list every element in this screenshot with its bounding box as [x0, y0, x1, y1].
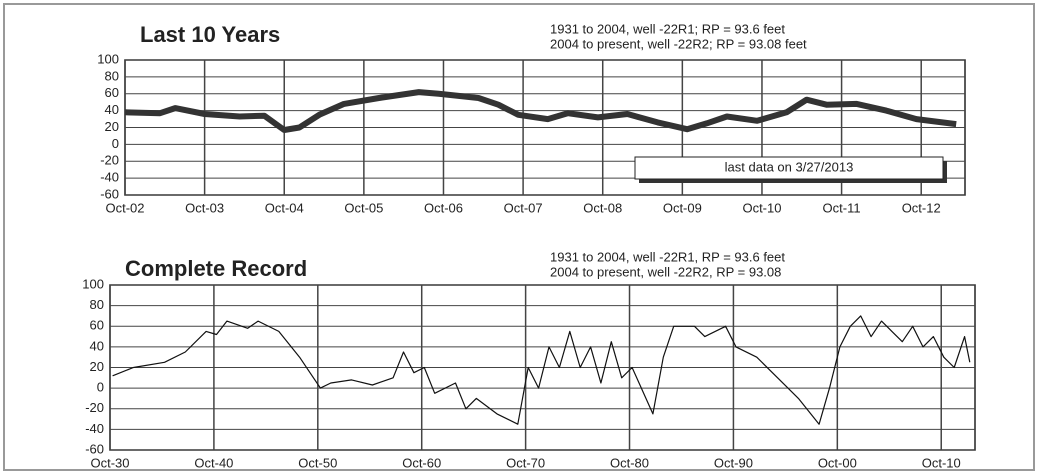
chart-title: Complete Record [125, 256, 307, 281]
y-tick-label: 20 [105, 119, 119, 134]
note-box [634, 156, 944, 180]
y-tick-label: 60 [105, 85, 119, 100]
x-tick-label: Oct-06 [424, 200, 463, 215]
boxed-note: last data on 3/27/2013 [725, 159, 854, 174]
x-tick-label: Oct-10 [922, 455, 961, 470]
x-tick-label: Oct-90 [714, 455, 753, 470]
x-tick-label: Oct-03 [185, 200, 224, 215]
x-tick-label: Oct-30 [90, 455, 129, 470]
x-tick-label: Oct-00 [818, 455, 857, 470]
y-tick-label: -60 [100, 186, 119, 201]
data-line [112, 315, 971, 425]
annotation: 2004 to present, well -22R2, RP = 93.08 [550, 264, 781, 279]
y-tick-label: -60 [85, 441, 104, 456]
x-tick-label: Oct-05 [344, 200, 383, 215]
y-tick-label: -40 [85, 421, 104, 436]
x-tick-label: Oct-50 [298, 455, 337, 470]
y-tick-label: 60 [90, 318, 104, 333]
x-tick-label: Oct-40 [194, 455, 233, 470]
y-tick-label: 100 [97, 51, 119, 66]
annotation: 2004 to present, well -22R2; RP = 93.08 … [550, 36, 807, 51]
y-tick-label: 40 [105, 102, 119, 117]
y-tick-label: -20 [100, 153, 119, 168]
y-tick-label: 20 [90, 359, 104, 374]
data-line [124, 89, 957, 133]
y-tick-label: -20 [85, 400, 104, 415]
x-tick-label: Oct-70 [506, 455, 545, 470]
x-tick-label: Oct-12 [902, 200, 941, 215]
y-tick-label: 0 [97, 380, 104, 395]
x-tick-label: Oct-09 [663, 200, 702, 215]
annotation: 1931 to 2004, well -22R1, RP = 93.6 feet [550, 249, 785, 264]
x-tick-label: Oct-08 [583, 200, 622, 215]
chart-title: Last 10 Years [140, 22, 280, 47]
x-tick-label: Oct-60 [402, 455, 441, 470]
y-tick-label: 80 [90, 297, 104, 312]
y-tick-label: 80 [105, 68, 119, 83]
x-tick-label: Oct-11 [823, 200, 861, 215]
y-tick-label: -40 [100, 170, 119, 185]
x-tick-label: Oct-80 [610, 455, 649, 470]
annotation: 1931 to 2004, well -22R1; RP = 93.6 feet [550, 21, 785, 36]
y-tick-label: 0 [112, 136, 119, 151]
y-tick-label: 40 [90, 338, 104, 353]
x-tick-label: Oct-10 [742, 200, 781, 215]
x-tick-label: Oct-02 [105, 200, 144, 215]
x-tick-label: Oct-07 [504, 200, 543, 215]
y-tick-label: 100 [82, 276, 104, 291]
x-tick-label: Oct-04 [265, 200, 304, 215]
